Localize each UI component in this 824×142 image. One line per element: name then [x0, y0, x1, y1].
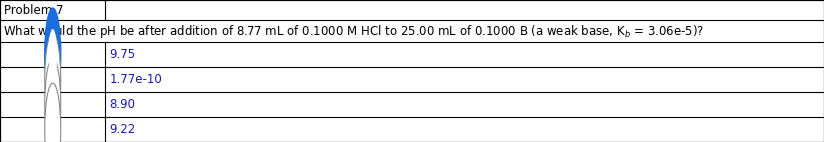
- Text: Problem 7: Problem 7: [4, 4, 63, 16]
- Text: 8.90: 8.90: [110, 98, 135, 111]
- Text: What would the pH be after addition of 8.77 mL of 0.1000 M HCl to 25.00 mL of 0.: What would the pH be after addition of 8…: [3, 22, 705, 39]
- Ellipse shape: [49, 29, 57, 80]
- Ellipse shape: [44, 83, 61, 142]
- Text: 1.77e-10: 1.77e-10: [110, 73, 162, 86]
- Ellipse shape: [44, 8, 61, 101]
- Text: 9.75: 9.75: [110, 48, 136, 61]
- Ellipse shape: [44, 58, 61, 142]
- Text: 9.22: 9.22: [110, 123, 136, 136]
- Ellipse shape: [44, 33, 61, 126]
